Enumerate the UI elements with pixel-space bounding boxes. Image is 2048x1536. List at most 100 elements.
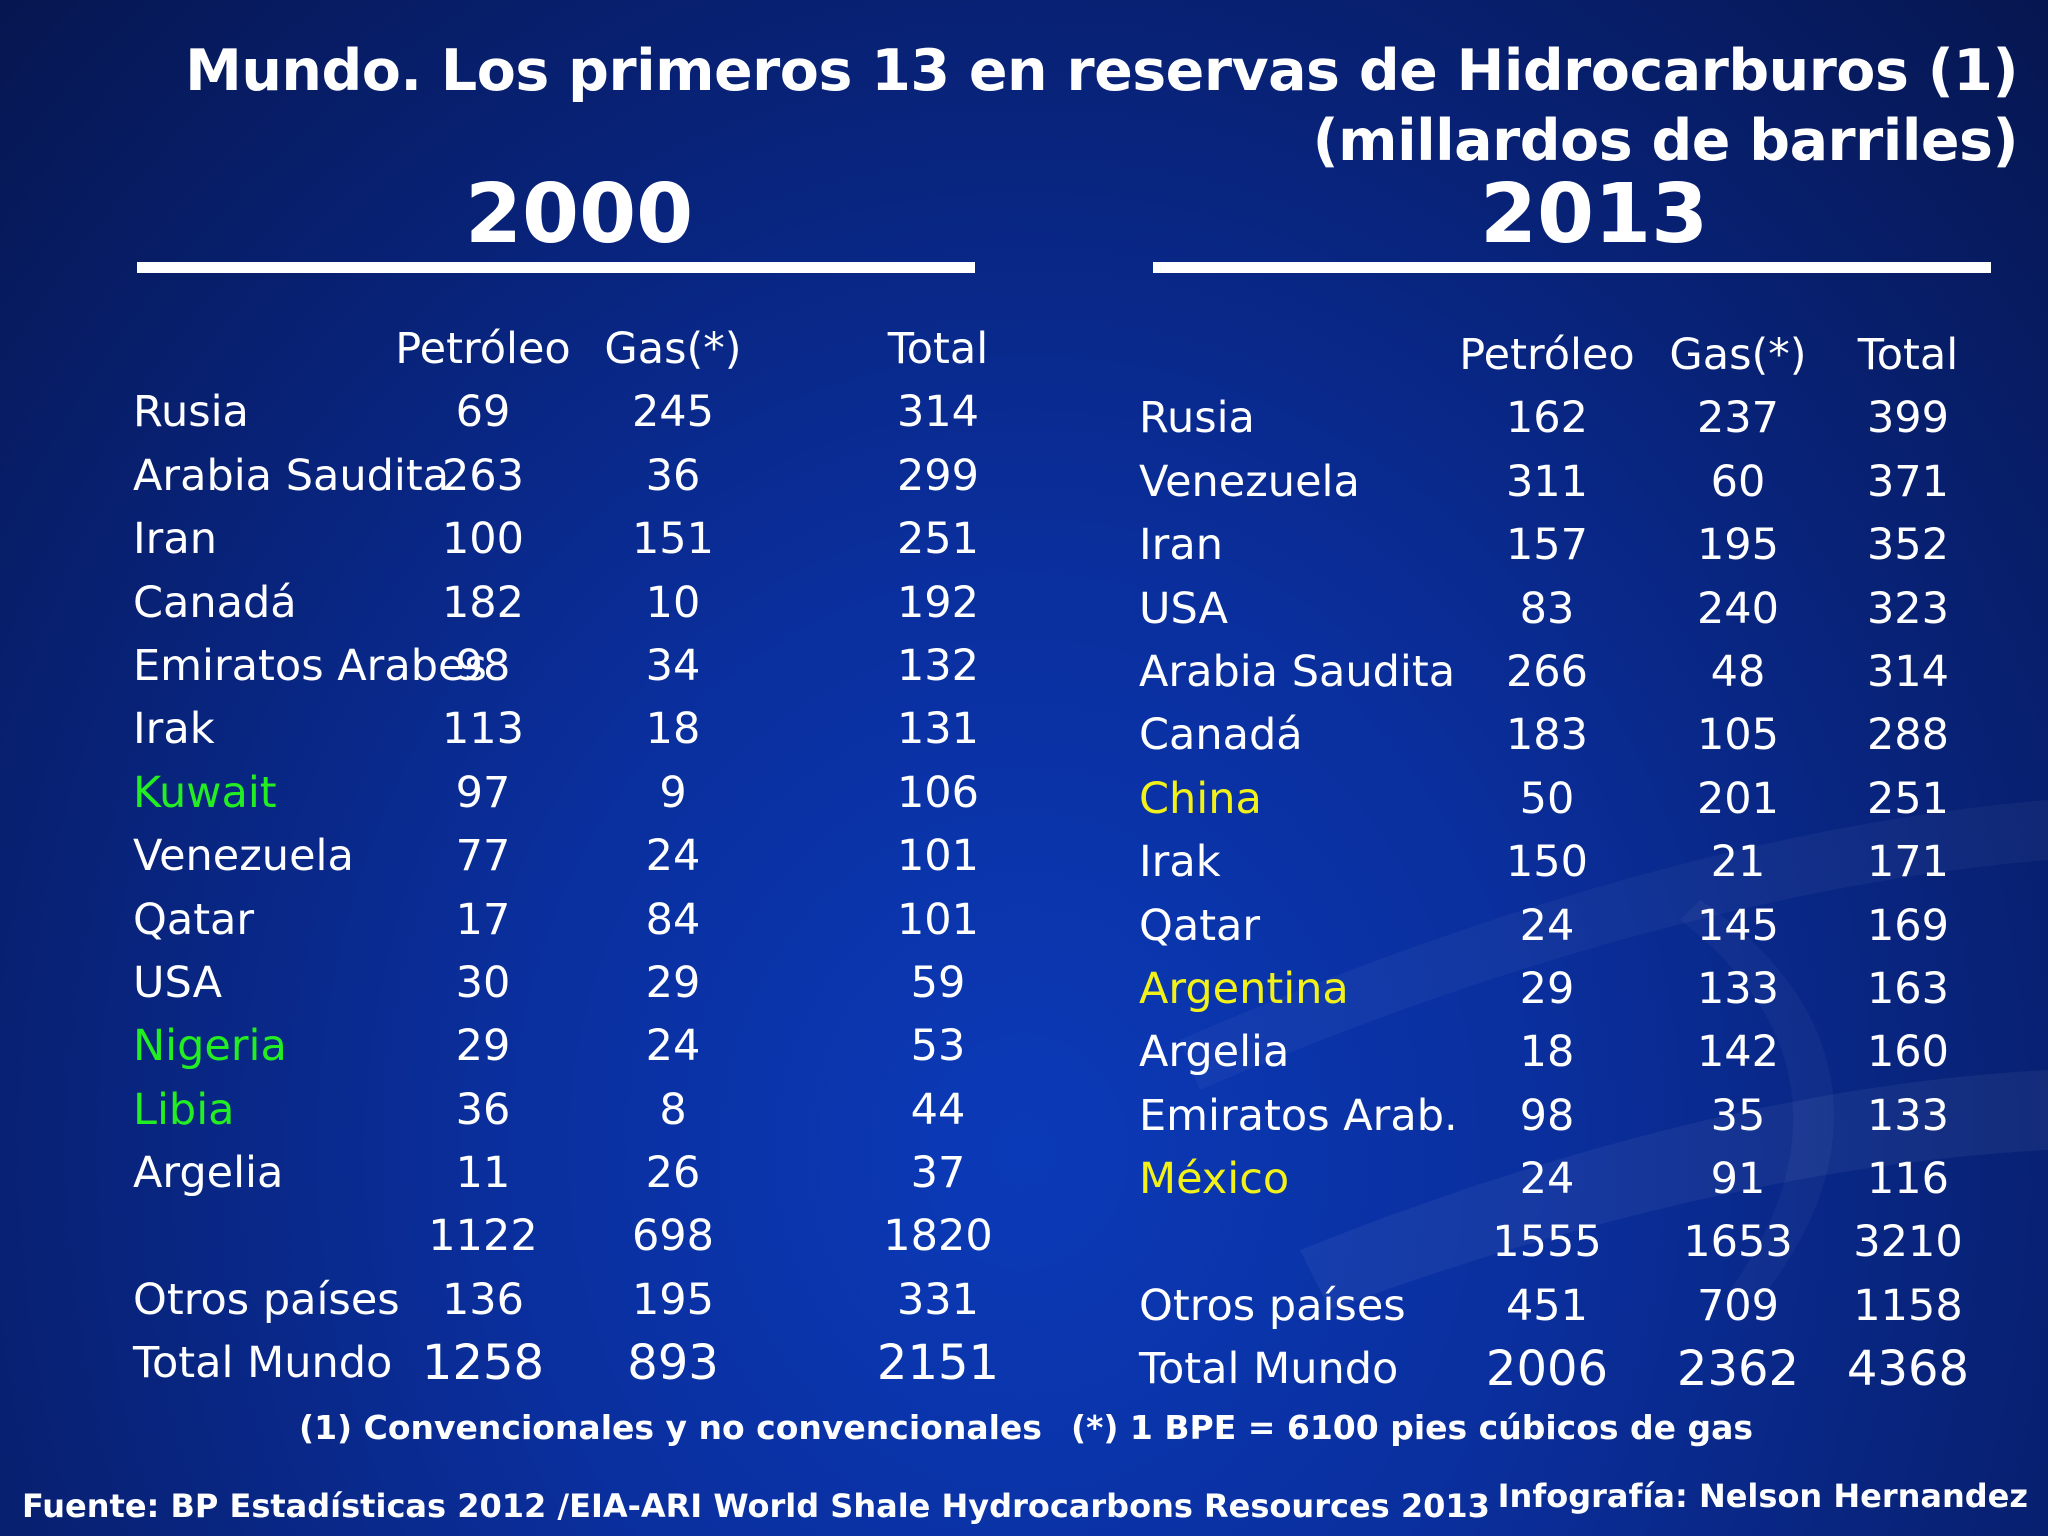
country-name: Qatar — [1139, 900, 1261, 951]
divider-2013 — [1153, 262, 1991, 273]
world-total: 4368 — [1846, 1341, 1970, 1398]
footnote-conventional: (1) Convencionales y no convencionales — [299, 1408, 1042, 1447]
total-value: 314 — [896, 387, 980, 438]
total-value: 116 — [1866, 1154, 1950, 1205]
country-name: Kuwait — [133, 767, 277, 818]
petroleo-value: 311 — [1505, 456, 1589, 507]
country-name: Irak — [1139, 837, 1221, 888]
total-value: 106 — [896, 767, 980, 818]
petroleo-value: 266 — [1505, 646, 1589, 697]
gas-value: 48 — [1710, 646, 1766, 697]
others-total: 1158 — [1853, 1280, 1963, 1331]
gas-value: 151 — [631, 514, 715, 565]
country-name: Argelia — [133, 1148, 284, 1199]
header-gas: Gas(*) — [604, 324, 742, 374]
petroleo-value: 263 — [441, 450, 525, 501]
divider-2000 — [137, 262, 975, 273]
petroleo-value: 30 — [455, 957, 511, 1008]
petroleo-value: 24 — [1519, 900, 1575, 951]
country-name: Canadá — [1139, 710, 1303, 761]
others-petroleo: 451 — [1505, 1280, 1589, 1331]
subtotal-total: 1820 — [883, 1211, 993, 1262]
petroleo-value: 77 — [455, 831, 511, 882]
gas-value: 60 — [1710, 456, 1766, 507]
total-value: 131 — [896, 704, 980, 755]
total-value: 37 — [910, 1148, 966, 1199]
total-value: 251 — [1866, 773, 1950, 824]
gas-value: 8 — [659, 1084, 687, 1135]
gas-value: 29 — [645, 957, 701, 1008]
petroleo-value: 100 — [441, 514, 525, 565]
total-value: 160 — [1866, 1027, 1950, 1078]
year-2000-heading: 2000 — [465, 167, 694, 262]
world-total: 2151 — [876, 1335, 1000, 1392]
gas-value: 245 — [631, 387, 715, 438]
total-value: 53 — [910, 1021, 966, 1072]
gas-value: 10 — [645, 577, 701, 628]
header-gas: Gas(*) — [1669, 330, 1807, 380]
total-value: 171 — [1866, 837, 1950, 888]
total-value: 352 — [1866, 520, 1950, 571]
petroleo-value: 24 — [1519, 1154, 1575, 1205]
gas-value: 91 — [1710, 1154, 1766, 1205]
others-gas: 709 — [1696, 1280, 1780, 1331]
credit-text: Infografía: Nelson Hernandez — [1497, 1477, 2028, 1515]
country-name: Emiratos Arab. — [1139, 1090, 1458, 1141]
total-value: 371 — [1866, 456, 1950, 507]
gas-value: 195 — [1696, 520, 1780, 571]
country-name: Rusia — [133, 387, 249, 438]
country-name: Venezuela — [133, 831, 354, 882]
total-value: 101 — [896, 831, 980, 882]
country-name: Arabia Saudita — [133, 450, 450, 501]
petroleo-value: 17 — [455, 894, 511, 945]
total-value: 192 — [896, 577, 980, 628]
petroleo-value: 183 — [1505, 710, 1589, 761]
country-name: Argentina — [1139, 963, 1349, 1014]
petroleo-value: 98 — [1519, 1090, 1575, 1141]
petroleo-value: 97 — [455, 767, 511, 818]
subtotal-gas: 698 — [631, 1211, 715, 1262]
page-title: Mundo. Los primeros 13 en reservas de Hi… — [185, 36, 2018, 176]
country-name: Emiratos Arabes — [133, 640, 487, 691]
petroleo-value: 150 — [1505, 837, 1589, 888]
header-petroleo: Petróleo — [395, 324, 571, 374]
header-total: Total — [1857, 330, 1959, 380]
gas-value: 35 — [1710, 1090, 1766, 1141]
total-value: 169 — [1866, 900, 1950, 951]
gas-value: 21 — [1710, 837, 1766, 888]
country-name: Arabia Saudita — [1139, 646, 1456, 697]
subtotal-petroleo: 1555 — [1492, 1217, 1602, 1268]
gas-value: 201 — [1696, 773, 1780, 824]
country-name: Qatar — [133, 894, 255, 945]
gas-value: 24 — [645, 1021, 701, 1072]
gas-value: 237 — [1696, 393, 1780, 444]
petroleo-value: 36 — [455, 1084, 511, 1135]
gas-value: 18 — [645, 704, 701, 755]
petroleo-value: 18 — [1519, 1027, 1575, 1078]
country-name: Libia — [133, 1084, 235, 1135]
country-name: Venezuela — [1139, 456, 1360, 507]
country-name: Rusia — [1139, 393, 1255, 444]
petroleo-value: 182 — [441, 577, 525, 628]
others-total: 331 — [896, 1274, 980, 1325]
gas-value: 24 — [645, 831, 701, 882]
petroleo-value: 157 — [1505, 520, 1589, 571]
header-petroleo: Petróleo — [1459, 330, 1635, 380]
gas-value: 9 — [659, 767, 687, 818]
total-value: 288 — [1866, 710, 1950, 761]
footnote-bpe: (*) 1 BPE = 6100 pies cúbicos de gas — [1071, 1408, 1754, 1447]
petroleo-value: 29 — [455, 1021, 511, 1072]
world-gas: 2362 — [1676, 1341, 1800, 1398]
total-value: 314 — [1866, 646, 1950, 697]
subtotal-gas: 1653 — [1683, 1217, 1793, 1268]
others-label: Otros países — [1139, 1280, 1406, 1331]
world-petroleo: 2006 — [1485, 1341, 1609, 1398]
header-total: Total — [887, 324, 989, 374]
country-name: USA — [133, 957, 222, 1008]
total-value: 299 — [896, 450, 980, 501]
year-2013-heading: 2013 — [1480, 167, 1709, 262]
total-value: 323 — [1866, 583, 1950, 634]
gas-value: 26 — [645, 1148, 701, 1199]
world-gas: 893 — [627, 1335, 719, 1392]
total-value: 101 — [896, 894, 980, 945]
